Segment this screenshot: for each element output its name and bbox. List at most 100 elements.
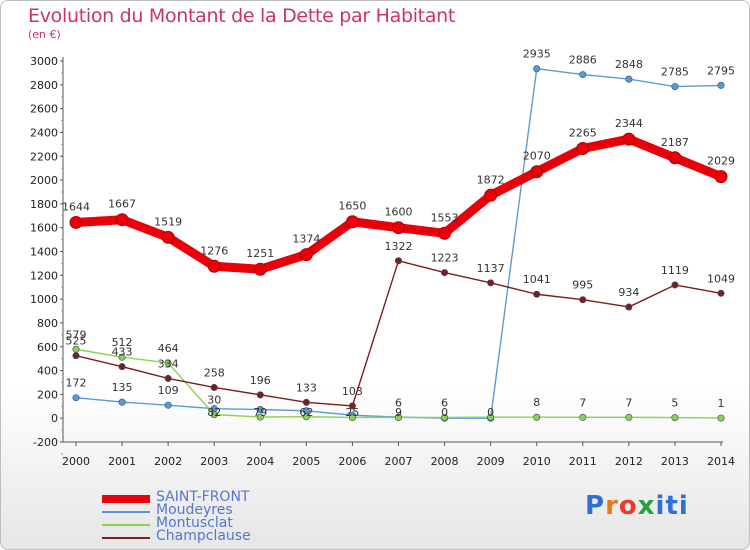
x-tick-label: 2011	[569, 455, 597, 468]
data-point-montusclat	[625, 413, 633, 421]
data-point-champclause	[394, 257, 402, 265]
data-label-champclause: 334	[158, 357, 179, 370]
data-label-moudeyres: 135	[112, 381, 133, 394]
data-label-champclause: 1137	[477, 262, 505, 275]
data-point-montusclat	[118, 353, 126, 361]
y-tick-label: 1400	[30, 246, 58, 259]
data-label-montusclat: 1	[718, 397, 725, 410]
x-tick-label: 2005	[292, 455, 320, 468]
legend-label: Moudeyres	[156, 502, 233, 518]
data-label-moudeyres: 2886	[569, 54, 597, 67]
data-point-champclause	[118, 363, 126, 371]
data-label-champclause: 525	[66, 335, 87, 348]
data-label-champclause: 103	[342, 385, 363, 398]
y-tick-label: 1800	[30, 198, 58, 211]
data-point-saint-front	[714, 170, 728, 184]
data-point-saint-front	[115, 213, 129, 227]
x-tick-label: 2006	[338, 455, 366, 468]
data-point-montusclat	[487, 413, 495, 421]
data-point-saint-front	[161, 230, 175, 244]
data-point-champclause	[441, 269, 449, 277]
data-label-montusclat: 5	[671, 397, 678, 410]
data-label-saint-front: 2070	[523, 150, 551, 163]
x-tick-label: 2004	[246, 455, 274, 468]
data-point-moudeyres	[256, 405, 264, 413]
data-label-saint-front: 2344	[615, 117, 643, 130]
data-label-montusclat: 6	[441, 396, 448, 409]
data-point-champclause	[579, 296, 587, 304]
data-label-overlap: 0	[441, 406, 448, 419]
legend-label: Champclause	[156, 528, 251, 544]
data-label-champclause: 258	[204, 366, 225, 379]
data-label-overlap: 79	[253, 406, 267, 419]
data-label-champclause: 934	[618, 286, 639, 299]
data-label-overlap: 82	[207, 406, 221, 419]
legend-swatch	[102, 495, 150, 503]
data-point-montusclat	[164, 359, 172, 367]
y-tick-label: 0	[51, 412, 58, 425]
legend-item-moudeyres: Moudeyres	[102, 502, 362, 519]
y-tick-label: 2600	[30, 103, 58, 116]
data-point-saint-front	[345, 215, 359, 229]
data-label-saint-front: 1276	[200, 244, 228, 257]
data-label-saint-front: 2265	[569, 127, 597, 140]
data-label-saint-front: 2187	[661, 136, 689, 149]
y-tick-label: 800	[37, 317, 58, 330]
legend-swatch	[102, 524, 150, 526]
data-point-montusclat	[256, 413, 264, 421]
data-label-overlap: 25	[345, 406, 359, 419]
data-label-moudeyres: 2795	[707, 64, 735, 77]
legend-label: Montusclat	[156, 515, 233, 531]
legend-swatch	[102, 511, 150, 513]
legend-swatch	[102, 537, 150, 539]
data-label-saint-front: 1251	[246, 247, 274, 260]
data-point-saint-front	[207, 259, 221, 273]
data-point-montusclat	[717, 414, 725, 422]
data-point-champclause	[210, 383, 218, 391]
chart-unit-label: (en €)	[28, 28, 61, 41]
data-point-moudeyres	[118, 398, 126, 406]
data-point-champclause	[533, 290, 541, 298]
y-tick-label: 400	[37, 365, 58, 378]
y-tick-label: 2000	[30, 174, 58, 187]
data-point-saint-front	[253, 262, 267, 276]
data-point-champclause	[256, 391, 264, 399]
y-tick-label: 1600	[30, 222, 58, 235]
data-label-moudeyres: 2785	[661, 66, 689, 79]
data-point-montusclat	[210, 411, 218, 419]
data-label-montusclat: 7	[579, 396, 586, 409]
data-point-montusclat	[671, 414, 679, 422]
data-point-saint-front	[622, 132, 636, 146]
data-point-montusclat	[533, 413, 541, 421]
legend-label: SAINT-FRONT	[156, 489, 250, 505]
data-point-moudeyres	[72, 394, 80, 402]
data-label-overlap: 62	[299, 406, 313, 419]
y-tick-label: 2400	[30, 126, 58, 139]
data-point-saint-front	[576, 142, 590, 156]
data-label-moudeyres: 172	[66, 377, 87, 390]
data-label-saint-front: 1644	[62, 200, 90, 213]
y-tick-label: 600	[37, 341, 58, 354]
y-tick-label: 200	[37, 388, 58, 401]
data-label-moudeyres: 2935	[523, 48, 551, 61]
data-label-champclause: 1223	[431, 252, 459, 265]
data-point-saint-front	[668, 151, 682, 165]
data-point-champclause	[302, 398, 310, 406]
data-point-champclause	[72, 352, 80, 360]
data-point-moudeyres	[671, 83, 679, 91]
data-point-saint-front	[484, 188, 498, 202]
data-point-moudeyres	[164, 401, 172, 409]
data-point-montusclat	[579, 413, 587, 421]
x-tick-label: 2009	[477, 455, 505, 468]
x-tick-label: 2001	[108, 455, 136, 468]
x-tick-label: 2014	[707, 455, 735, 468]
data-label-montusclat: 6	[395, 396, 402, 409]
x-tick-label: 2008	[431, 455, 459, 468]
data-point-montusclat	[441, 413, 449, 421]
data-label-saint-front: 1519	[154, 215, 182, 228]
data-label-champclause: 1041	[523, 273, 551, 286]
x-tick-label: 2012	[615, 455, 643, 468]
data-label-montusclat: 512	[112, 336, 133, 349]
